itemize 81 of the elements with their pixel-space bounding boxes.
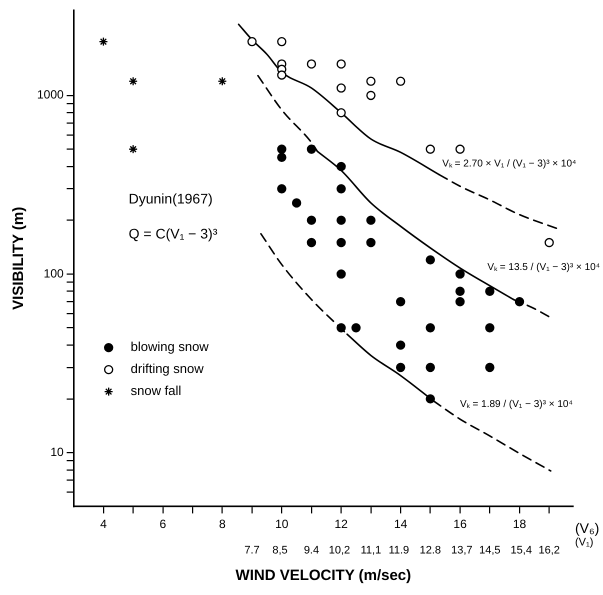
point [306, 238, 316, 248]
x-tick-label: 8 [218, 516, 226, 531]
x2-axis-title: (V₁) [575, 536, 594, 548]
x-tick-label: 10 [275, 516, 289, 531]
point [426, 394, 435, 404]
annotation: Vₖ = 1.89 / (V₁ − 3)³ × 10⁴ [460, 399, 573, 410]
point [366, 238, 376, 248]
point [336, 238, 346, 248]
x2-tick-label: 14,5 [479, 544, 500, 556]
annotation: Q = C(V₁ − 3)³ [128, 225, 218, 242]
point [426, 144, 435, 154]
y-tick-label: 10 [50, 444, 64, 459]
x-tick-label: 14 [394, 516, 408, 531]
annotation: Dyunin(1967) [128, 190, 213, 207]
point [426, 255, 435, 265]
x2-tick-label: 11,1 [360, 544, 382, 556]
point [485, 286, 494, 296]
point [426, 323, 435, 332]
point [98, 37, 108, 46]
y-axis-title: VISIBILITY (m) [10, 206, 28, 310]
point [455, 144, 465, 154]
annotation: Vₖ = 2.70 × V₁ / (V₁ − 3)³ × 10⁴ [442, 158, 576, 170]
point [485, 323, 494, 332]
point [455, 286, 465, 296]
point [396, 362, 406, 372]
x2-tick-label: 13,7 [451, 544, 473, 556]
legend-label: snow fall [130, 383, 182, 398]
y-tick-label: 100 [44, 266, 64, 280]
x-tick-label: 12 [334, 516, 348, 531]
point [336, 83, 346, 93]
x2-tick-label: 15,4 [510, 544, 532, 556]
annotation: Vₖ = 13.5 / (V₁ − 3)³ × 10⁴ [487, 262, 600, 274]
point [336, 184, 346, 194]
point [366, 76, 376, 86]
point [277, 152, 286, 162]
point [306, 216, 316, 225]
x-axis-title: WIND VELOCITY (m/sec) [236, 567, 412, 584]
point [277, 37, 286, 46]
x2-tick-label: 16,2 [538, 544, 560, 556]
point [336, 108, 346, 118]
x2-tick-label: 10,2 [328, 544, 350, 556]
y-tick-label: 1000 [36, 88, 64, 102]
x2-tick-label: 11.9 [388, 544, 410, 556]
point [351, 323, 361, 332]
point [426, 362, 435, 372]
point [277, 70, 286, 80]
x-tick-label: 18 [512, 516, 526, 531]
point [485, 362, 494, 372]
legend-label: drifting snow [130, 361, 204, 376]
point [336, 59, 346, 69]
x-tick-label: 6 [160, 516, 167, 531]
point [306, 144, 316, 154]
point [306, 59, 316, 69]
x-tick-label: 4 [100, 516, 108, 531]
point [455, 269, 465, 279]
point [218, 76, 227, 86]
point [128, 144, 138, 154]
point [366, 216, 376, 225]
point [336, 216, 346, 225]
point [396, 297, 406, 306]
point [544, 238, 554, 248]
point [455, 297, 465, 306]
point [292, 198, 302, 208]
point [277, 144, 286, 154]
point [396, 340, 406, 350]
point [336, 323, 346, 332]
point [396, 76, 406, 86]
point [366, 90, 376, 100]
x2-tick-label: 12.8 [420, 544, 442, 556]
x-tick-label: 16 [453, 516, 468, 531]
x2-tick-label: 8,5 [272, 544, 288, 556]
point [336, 269, 346, 279]
text: (V₆) [575, 520, 600, 536]
point [128, 76, 138, 86]
point [336, 162, 346, 172]
point [514, 297, 524, 306]
point [277, 184, 286, 194]
point [247, 37, 257, 46]
x2-tick-label: 9.4 [304, 544, 320, 556]
legend-label: blowing snow [130, 339, 210, 354]
x2-tick-label: 7.7 [244, 544, 260, 556]
